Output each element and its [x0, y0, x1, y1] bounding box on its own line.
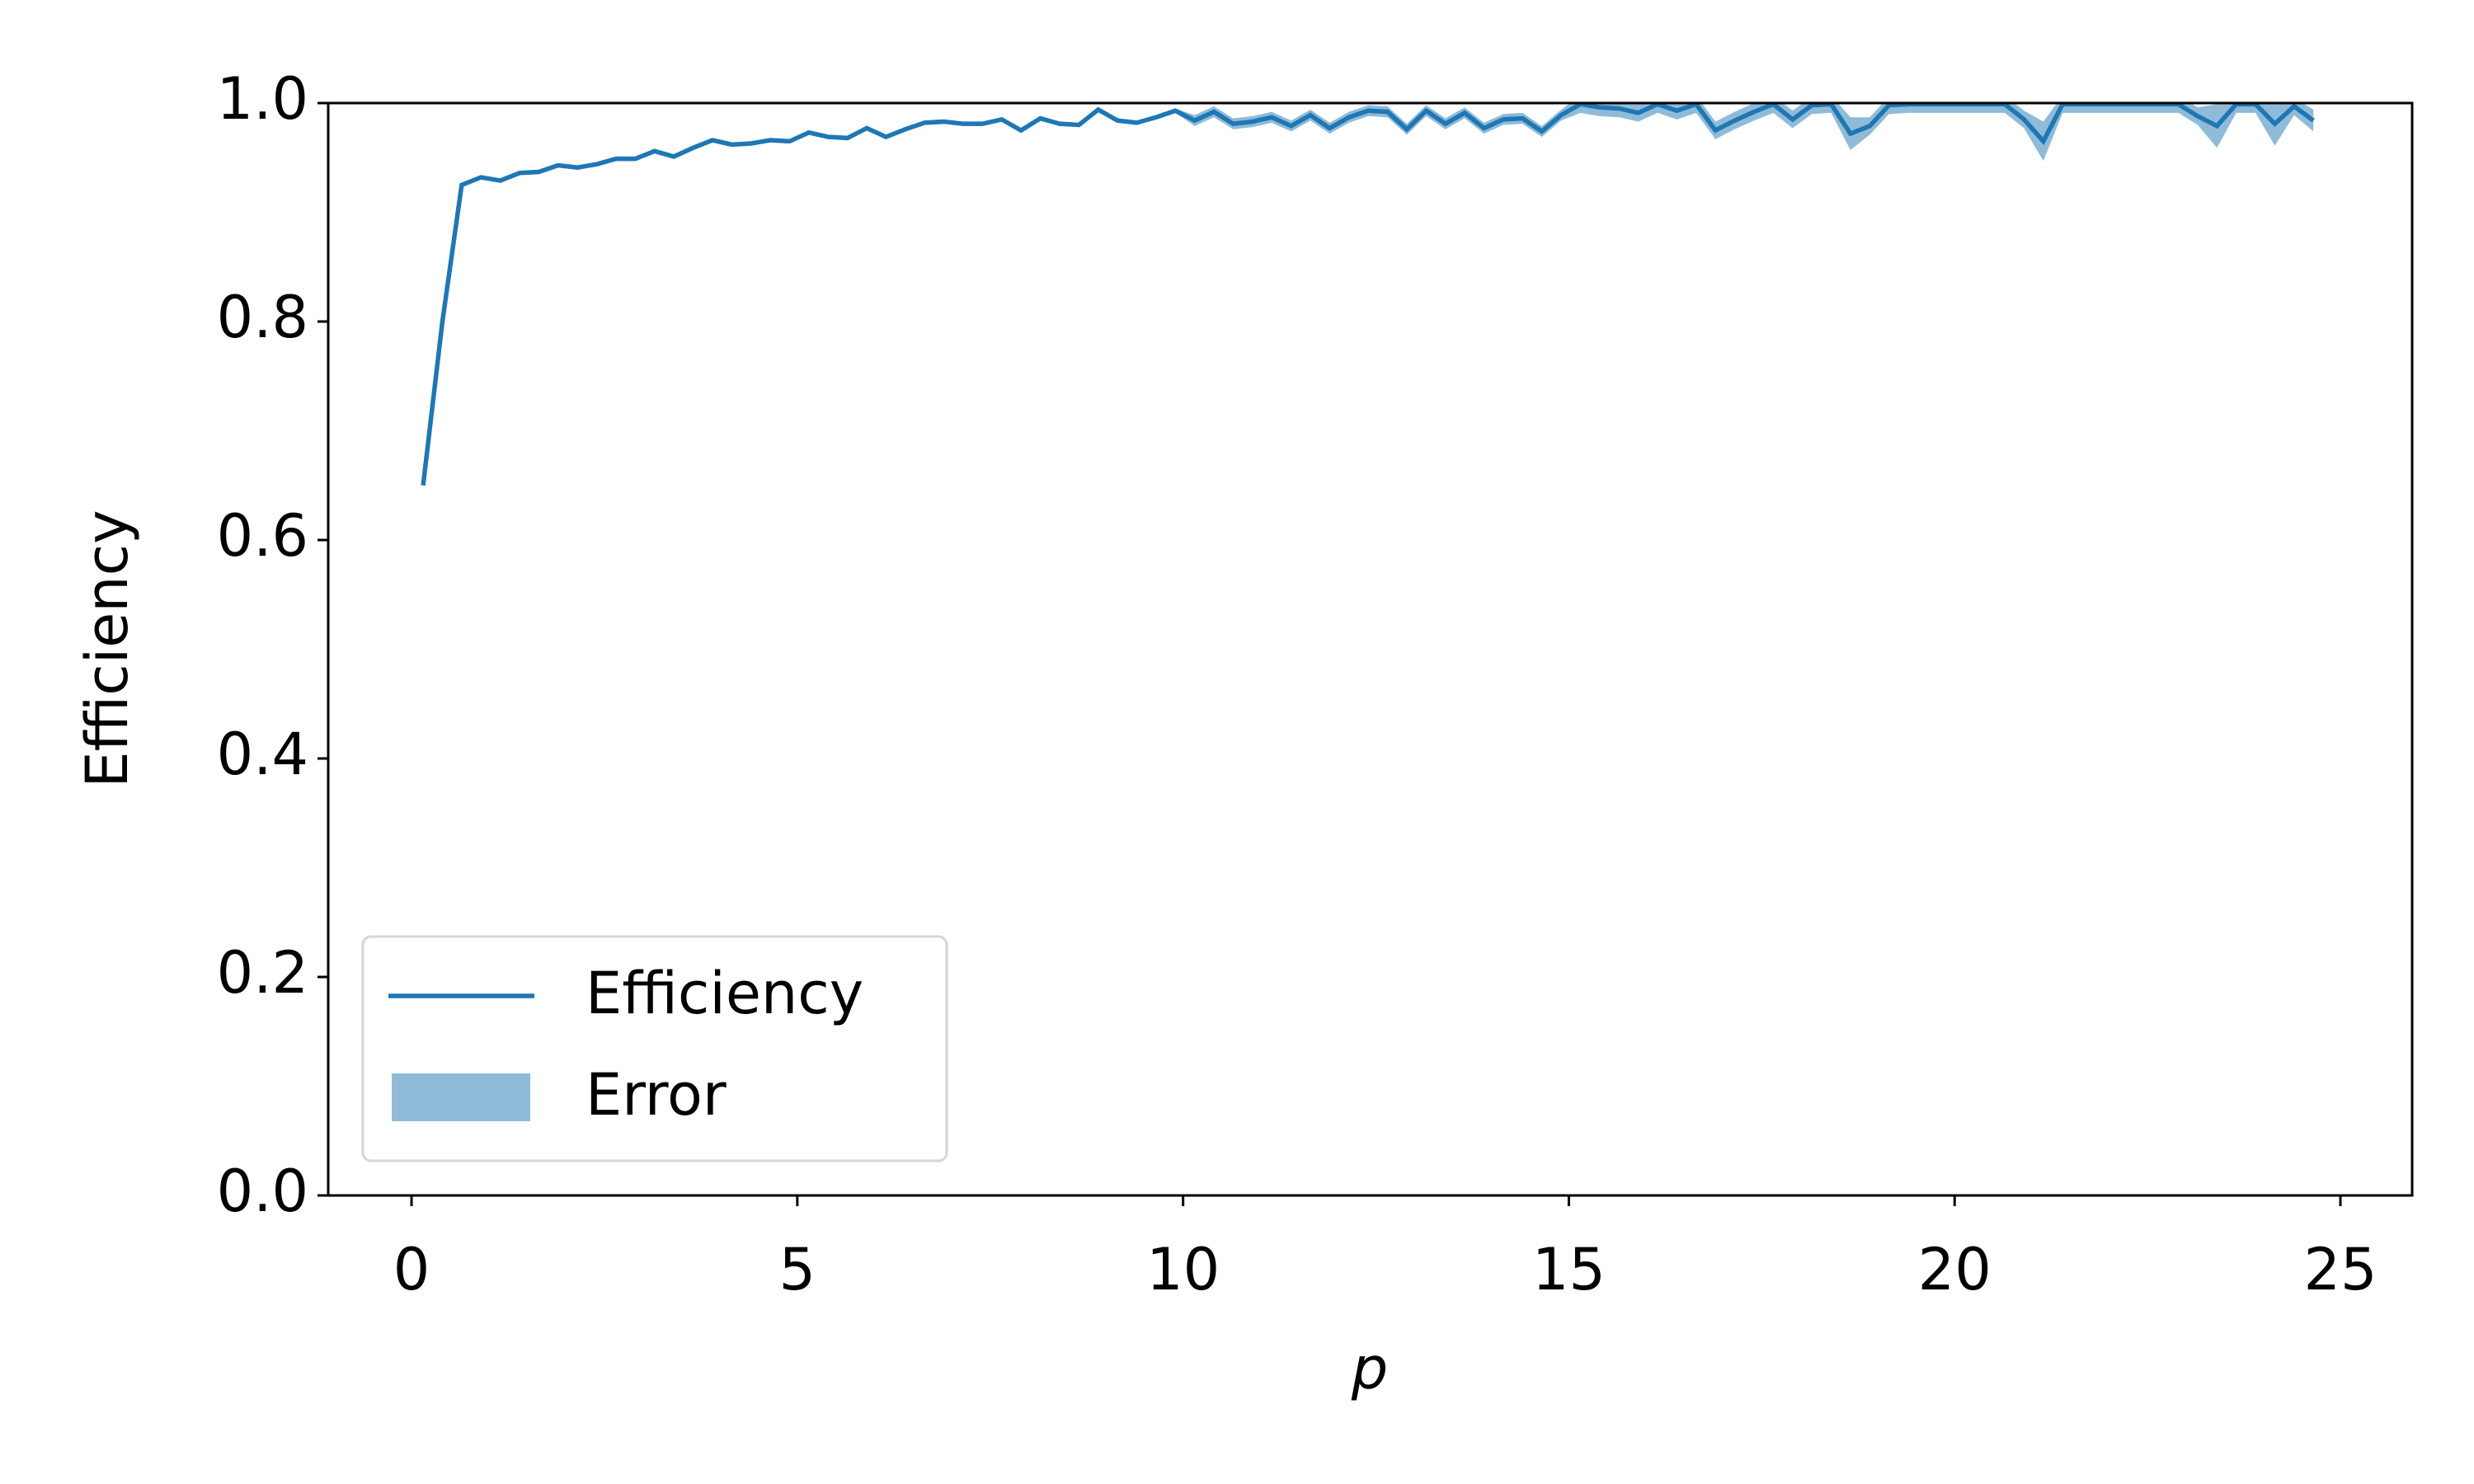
- y-tick-label: 0.8: [217, 284, 308, 351]
- y-tick-label: 0.6: [217, 502, 308, 570]
- x-tick-label: 20: [1918, 1236, 1992, 1303]
- x-tick-label: 0: [393, 1236, 430, 1303]
- x-tick-label: 15: [1532, 1236, 1606, 1303]
- legend-label: Error: [586, 1061, 727, 1129]
- plot-frame: [327, 101, 2414, 1197]
- plot-area: [421, 103, 2315, 488]
- error-band: [423, 103, 2314, 488]
- y-tick-label: 0.0: [217, 1158, 308, 1225]
- legend-patch: [392, 1073, 530, 1121]
- y-tick-label: 0.4: [217, 721, 308, 788]
- y-tick-label: 0.2: [217, 939, 308, 1007]
- legend-label: Efficiency: [586, 960, 863, 1027]
- x-axis-label: p: [1351, 1335, 1388, 1402]
- x-tick-label: 5: [779, 1236, 816, 1303]
- x-tick-label: 25: [2303, 1236, 2377, 1303]
- x-tick-label: 10: [1146, 1236, 1220, 1303]
- y-axis-label: Efficiency: [73, 510, 141, 787]
- y-tick-label: 1.0: [217, 65, 308, 133]
- legend: Efficiency Error: [361, 935, 948, 1162]
- efficiency-line: [421, 103, 2315, 486]
